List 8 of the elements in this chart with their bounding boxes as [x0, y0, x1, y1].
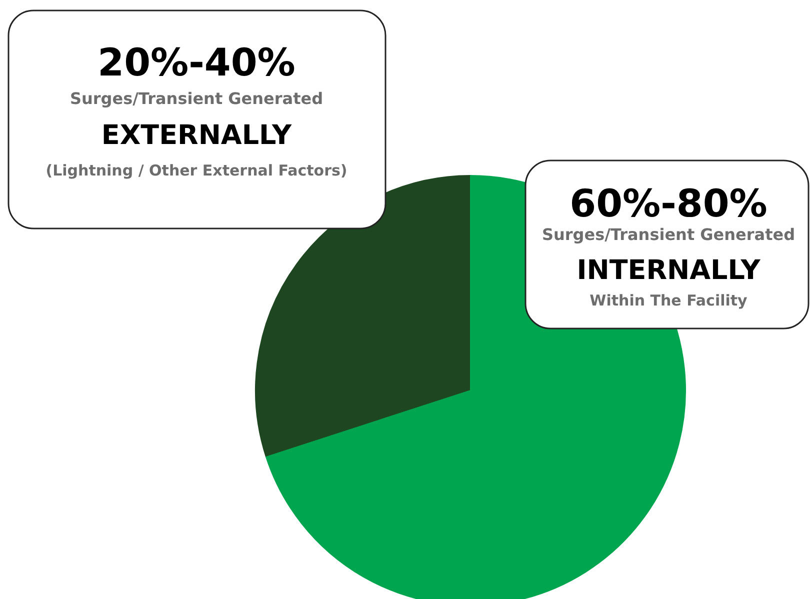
text: Surges/Transient Generated: [70, 89, 324, 108]
slice-label: EXTERNALLY: [101, 120, 292, 151]
slice-label: INTERNALLY: [576, 255, 761, 286]
text: Surges/Transient Generated: [542, 225, 796, 244]
text: Within The Facility: [590, 292, 748, 310]
text: 20%-40%: [98, 40, 296, 84]
text: 60%-80%: [570, 182, 768, 226]
text: (Lightning / Other External Factors): [46, 162, 348, 180]
